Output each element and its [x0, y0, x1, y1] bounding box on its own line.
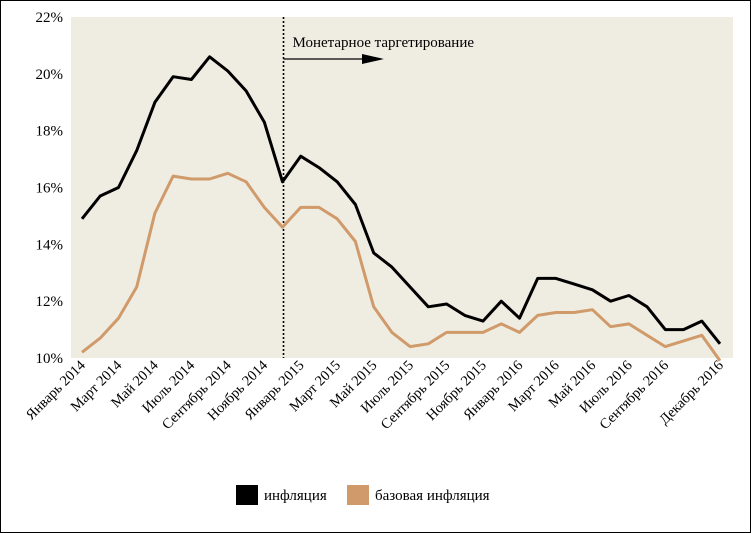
- series-line-core-inflation: [81, 171, 722, 362]
- series-line-inflation: [80, 55, 722, 345]
- legend-label-core-inflation: базовая инфляция: [375, 488, 490, 504]
- legend-label-inflation: инфляция: [264, 488, 327, 504]
- y-axis: 10% 12% 14% 16% 18% 20% 22%: [36, 10, 64, 367]
- annotation-label: Монетарное таргетирование: [293, 35, 475, 51]
- y-tick-label: 10%: [36, 351, 64, 367]
- legend-swatch-core-inflation: [347, 485, 369, 505]
- y-tick-label: 14%: [36, 237, 64, 253]
- plot-area: [71, 17, 733, 358]
- y-tick-label: 16%: [36, 181, 64, 197]
- y-tick-label: 18%: [36, 124, 64, 140]
- annotation-arrow-head: [362, 54, 384, 64]
- series-group: [80, 55, 722, 362]
- y-tick-label: 20%: [36, 67, 64, 83]
- annotation-arrow: [283, 54, 384, 64]
- y-tick-label: 12%: [36, 294, 64, 310]
- legend: инфляция базовая инфляция: [236, 485, 490, 505]
- y-tick-label: 22%: [36, 10, 64, 26]
- legend-swatch-inflation: [236, 485, 258, 505]
